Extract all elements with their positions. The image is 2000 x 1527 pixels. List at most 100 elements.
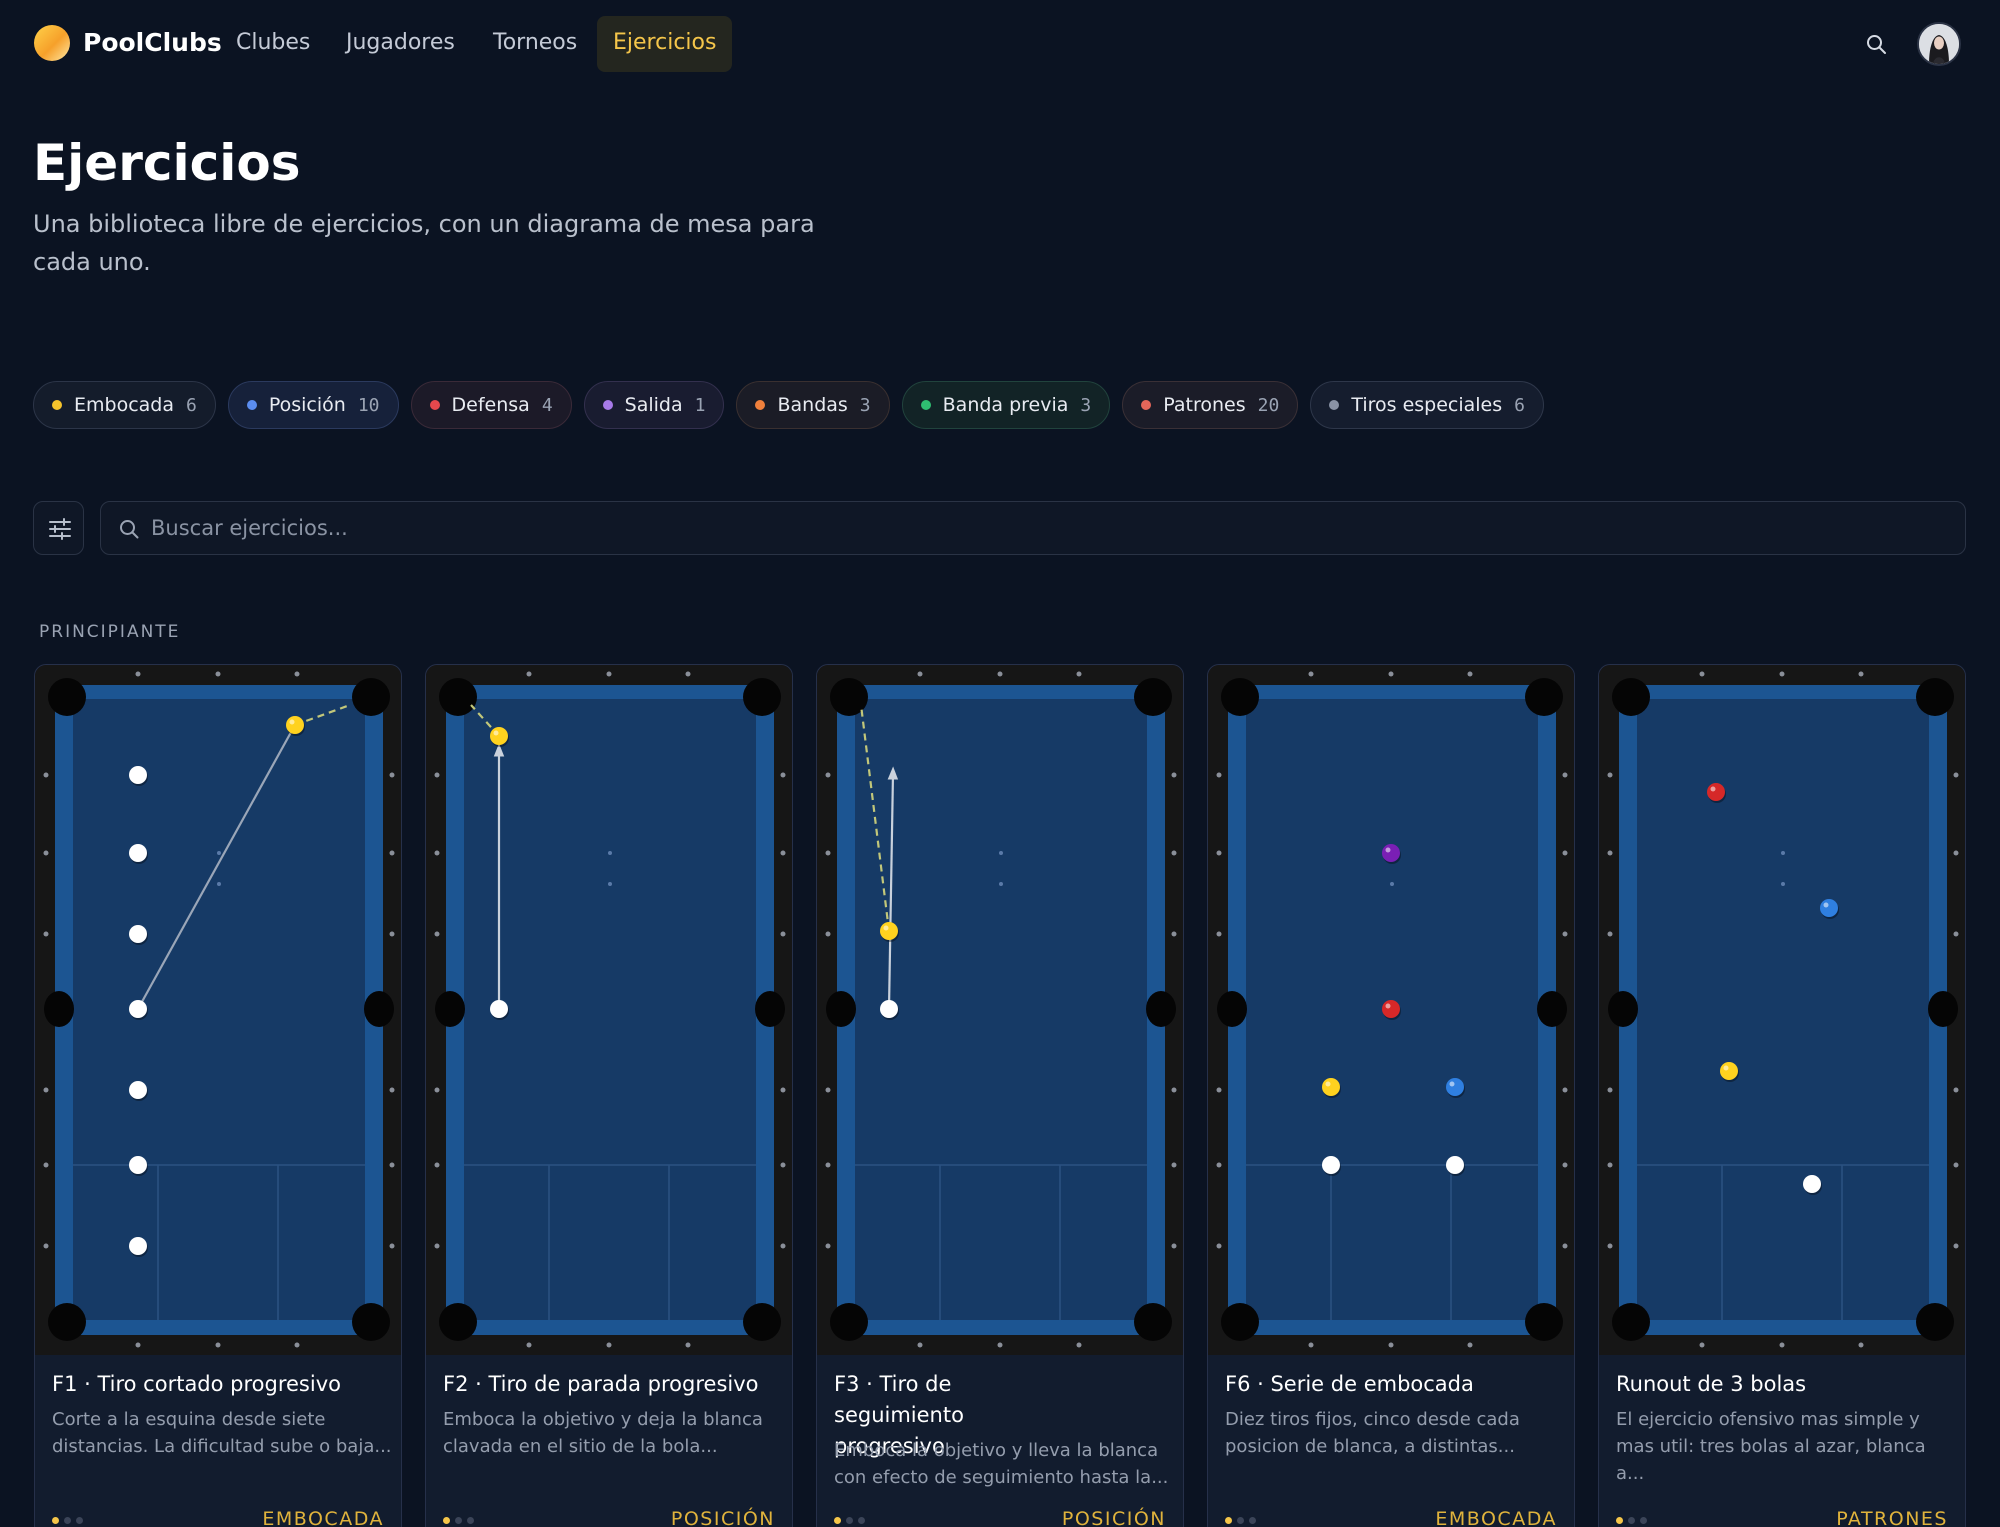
corner-pocket xyxy=(439,678,477,716)
diamond xyxy=(389,1243,395,1249)
card-title: F2 · Tiro de parada progresivo xyxy=(443,1372,759,1396)
diamond xyxy=(1953,931,1959,937)
chip-defensa[interactable]: Defensa 4 xyxy=(410,381,572,429)
diamond xyxy=(1699,671,1705,677)
yellow-ball xyxy=(286,716,304,734)
chip-tiros-especiales[interactable]: Tiros especiales 6 xyxy=(1310,381,1544,429)
center-spot xyxy=(1781,882,1785,886)
chip-embocada[interactable]: Embocada 6 xyxy=(33,381,216,429)
diamond xyxy=(780,1243,786,1249)
chip-bandas[interactable]: Bandas 3 xyxy=(736,381,890,429)
corner-pocket xyxy=(830,1303,868,1341)
dot-icon xyxy=(1329,400,1340,410)
center-spot xyxy=(999,882,1003,886)
cue-ball xyxy=(1446,1156,1464,1174)
side-pocket xyxy=(1537,991,1567,1027)
ball-highlight xyxy=(132,847,138,853)
diamond xyxy=(1171,850,1177,856)
diamond xyxy=(526,671,532,677)
cue-ball xyxy=(129,1237,147,1255)
ball-highlight xyxy=(1385,1003,1391,1009)
exercise-card[interactable]: Runout de 3 bolas El ejercicio ofensivo … xyxy=(1598,664,1966,1527)
diamond xyxy=(997,1342,1003,1348)
ball-highlight xyxy=(883,1003,889,1009)
ball-highlight xyxy=(132,1084,138,1090)
cue-path xyxy=(137,724,296,1010)
ball-highlight xyxy=(1806,1178,1812,1184)
ball-highlight xyxy=(493,1003,499,1009)
table-felt xyxy=(73,699,365,1320)
diamond xyxy=(685,1342,691,1348)
chip-count: 20 xyxy=(1257,394,1280,416)
nav-jugadores[interactable]: Jugadores xyxy=(346,30,455,55)
diamond xyxy=(1779,1342,1785,1348)
filter-button[interactable] xyxy=(33,501,84,555)
chip-label: Salida xyxy=(624,394,683,416)
dot-icon xyxy=(602,400,613,410)
center-spot xyxy=(608,882,612,886)
diamond xyxy=(606,671,612,677)
difficulty-dots xyxy=(52,1517,83,1524)
diamond xyxy=(780,772,786,778)
diamond xyxy=(1076,1342,1082,1348)
difficulty-dots xyxy=(443,1517,474,1524)
exercise-card[interactable]: F3 · Tiro de seguimiento progresivo Embo… xyxy=(816,664,1184,1527)
chip-count: 10 xyxy=(357,394,380,416)
pool-table-diagram xyxy=(1599,665,1965,1355)
chip-banda-previa[interactable]: Banda previa 3 xyxy=(901,381,1111,429)
exercise-card[interactable]: F1 · Tiro cortado progresivo Corte a la … xyxy=(34,664,402,1527)
diamond xyxy=(1607,1087,1613,1093)
chip-count: 6 xyxy=(1514,394,1525,416)
corner-pocket xyxy=(1916,678,1954,716)
side-pocket xyxy=(1608,991,1638,1027)
cue-ball xyxy=(129,925,147,943)
card-category-tag: POSICIÓN xyxy=(1061,1508,1166,1527)
table-felt xyxy=(1637,699,1929,1320)
diamond xyxy=(780,850,786,856)
chip-salida[interactable]: Salida 1 xyxy=(583,381,725,429)
card-title: F6 · Serie de embocada xyxy=(1225,1372,1474,1396)
chip-posicion[interactable]: Posición 10 xyxy=(227,381,399,429)
yellow-ball xyxy=(1720,1062,1738,1080)
diamond xyxy=(434,772,440,778)
exercise-card[interactable]: F6 · Serie de embocada Diez tiros fijos,… xyxy=(1207,664,1575,1527)
nav-clubes[interactable]: Clubes xyxy=(236,30,311,55)
side-pocket xyxy=(435,991,465,1027)
diamond xyxy=(215,1342,221,1348)
side-pocket xyxy=(826,991,856,1027)
corner-pocket xyxy=(352,678,390,716)
diamond xyxy=(389,772,395,778)
cue-ball xyxy=(1803,1175,1821,1193)
corner-pocket xyxy=(743,1303,781,1341)
search-icon[interactable] xyxy=(1864,32,1888,56)
chip-count: 3 xyxy=(859,394,871,416)
sliders-icon xyxy=(49,518,71,540)
cue-path xyxy=(887,766,899,1010)
nav-ejercicios[interactable]: Ejercicios xyxy=(597,16,733,72)
diamond xyxy=(825,850,831,856)
user-avatar[interactable] xyxy=(1917,22,1961,66)
object-path xyxy=(859,704,891,932)
corner-pocket xyxy=(48,1303,86,1341)
diamond xyxy=(780,931,786,937)
search-input[interactable] xyxy=(151,502,1951,554)
cue-ball xyxy=(880,1000,898,1018)
red-ball xyxy=(1382,1000,1400,1018)
brand-name[interactable]: PoolClubs xyxy=(83,28,222,57)
logo-icon[interactable] xyxy=(34,25,70,61)
corner-pocket xyxy=(830,678,868,716)
diamond xyxy=(1216,1162,1222,1168)
foot-spot xyxy=(999,851,1003,855)
pool-table-diagram xyxy=(1208,665,1574,1355)
chip-patrones[interactable]: Patrones 20 xyxy=(1122,381,1299,429)
diamond xyxy=(1562,931,1568,937)
cue-ball xyxy=(129,766,147,784)
chip-label: Banda previa xyxy=(942,394,1069,416)
corner-pocket xyxy=(1134,678,1172,716)
diamond xyxy=(294,1342,300,1348)
exercise-card[interactable]: F2 · Tiro de parada progresivo Emboca la… xyxy=(425,664,793,1527)
diamond xyxy=(1216,931,1222,937)
corner-pocket xyxy=(352,1303,390,1341)
diamond xyxy=(1562,1087,1568,1093)
nav-torneos[interactable]: Torneos xyxy=(493,30,578,55)
